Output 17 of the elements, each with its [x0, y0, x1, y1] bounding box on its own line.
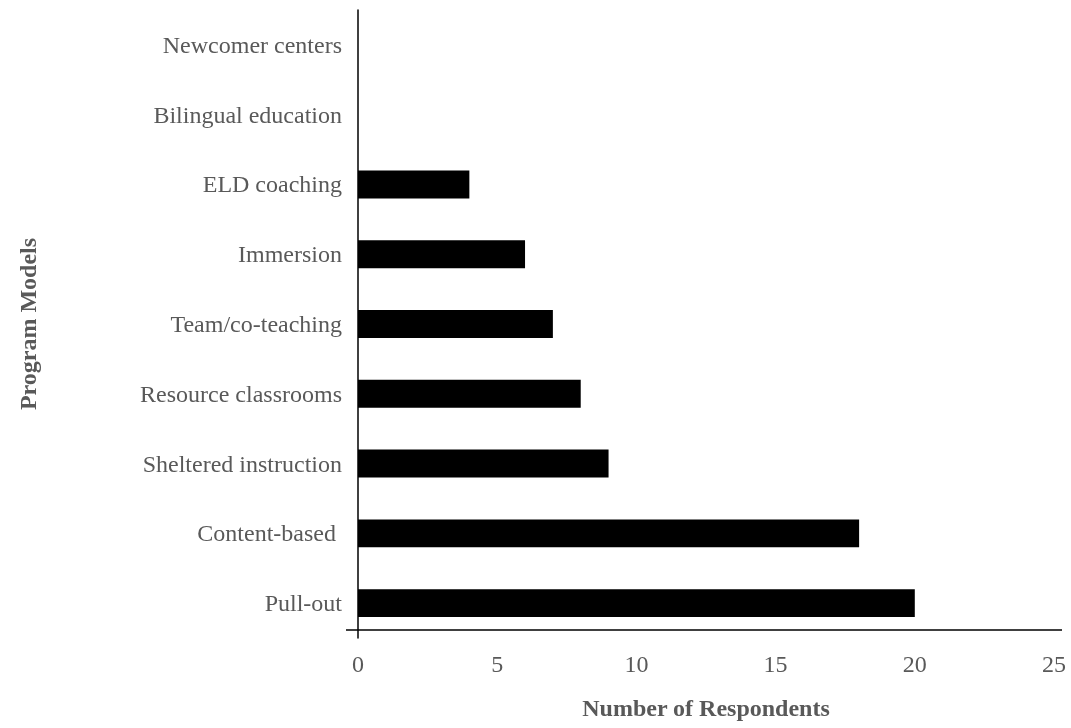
y-tick-label: Resource classrooms: [140, 380, 342, 407]
x-tick-label: 5: [491, 651, 504, 677]
y-tick-label: Bilingual education: [153, 101, 342, 128]
y-tick-label: Immersion: [238, 241, 342, 268]
y-tick-label: ELD coaching: [202, 171, 342, 198]
y-tick-label: Newcomer centers: [162, 31, 342, 58]
x-axis-title: Number of Respondents: [582, 695, 830, 721]
x-tick-label: 10: [624, 651, 649, 677]
y-tick-label: Pull-out: [264, 590, 343, 617]
y-tick-label: Sheltered instruction: [142, 450, 342, 477]
x-tick-label: 20: [902, 651, 927, 677]
y-tick-label: Team/co-teaching: [170, 311, 342, 337]
x-tick-label: 0: [352, 651, 364, 677]
y-axis-title: Program Models: [15, 237, 41, 411]
y-tick-label: Content-based: [197, 520, 342, 547]
x-tick-label: 25: [1042, 651, 1066, 677]
x-tick-label: 15: [763, 651, 788, 677]
